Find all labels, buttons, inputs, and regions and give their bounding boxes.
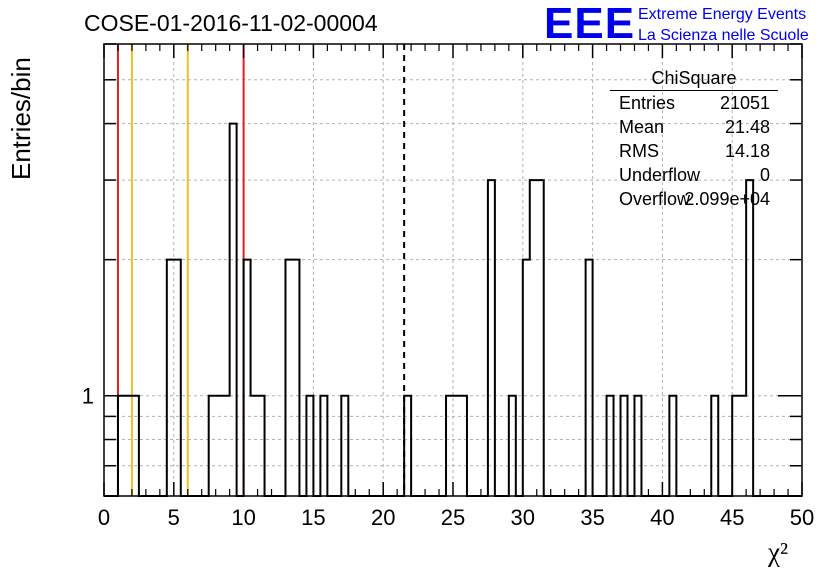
stat-key: Mean xyxy=(619,117,665,137)
stat-underflow: Underflow 0 xyxy=(610,163,778,187)
x-tick-label: 30 xyxy=(511,505,535,530)
stat-overflow: Overflow 2.099e+04 xyxy=(610,187,778,211)
x-tick-label: 50 xyxy=(790,505,814,530)
x-tick-label: 20 xyxy=(371,505,395,530)
x-tick-label: 15 xyxy=(301,505,325,530)
stats-box: ChiSquare Entries 21051 Mean 21.48 RMS 1… xyxy=(610,66,778,211)
x-tick-label: 0 xyxy=(98,505,110,530)
stats-title: ChiSquare xyxy=(610,66,778,91)
stat-mean: Mean 21.48 xyxy=(610,115,778,139)
stat-value: 21051 xyxy=(719,93,770,113)
x-tick-label: 5 xyxy=(168,505,180,530)
x-tick-label: 25 xyxy=(441,505,465,530)
stat-key: RMS xyxy=(619,141,659,161)
histogram-line xyxy=(104,122,802,497)
x-tick-label: 40 xyxy=(650,505,674,530)
stat-key: Entries xyxy=(619,93,676,113)
stat-entries: Entries 21051 xyxy=(610,91,778,115)
stat-value: 21.48 xyxy=(724,117,770,137)
logo-line-1: Extreme Energy Events xyxy=(638,6,807,23)
y-axis-label: Entries/bin xyxy=(6,57,36,180)
stat-key: Overflow xyxy=(619,189,691,209)
y-tick-label: 1 xyxy=(82,384,94,409)
stat-key: Underflow xyxy=(619,165,701,185)
axis-ticks xyxy=(103,43,803,497)
stat-value: 14.18 xyxy=(724,141,770,161)
logo-caption: Extreme Energy Events La Scienza nelle S… xyxy=(638,4,809,46)
tick-labels: 0 5 10 15 20 25 30 35 40 45 50 1 xyxy=(82,384,814,530)
x-tick-label: 45 xyxy=(720,505,744,530)
stat-value: 2.099e+04 xyxy=(684,189,770,209)
x-axis-label: χ² xyxy=(768,537,789,567)
stat-rms: RMS 14.18 xyxy=(610,139,778,163)
x-tick-label: 35 xyxy=(580,505,604,530)
logo-line-2: La Scienza nelle Scuole xyxy=(638,27,809,44)
x-tick-label: 10 xyxy=(231,505,255,530)
stat-value: 0 xyxy=(759,165,770,185)
run-title: COSE-01-2016-11-02-00004 xyxy=(84,10,378,36)
eee-logo: EEE xyxy=(544,0,636,48)
